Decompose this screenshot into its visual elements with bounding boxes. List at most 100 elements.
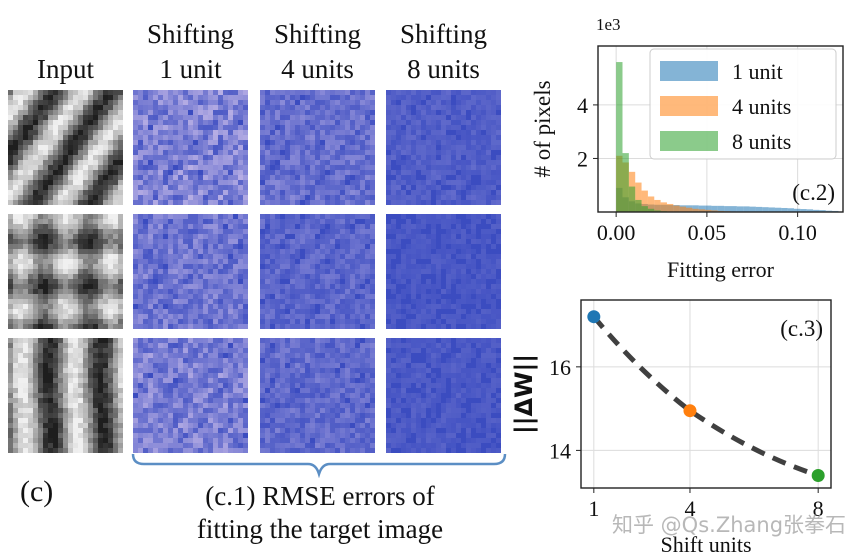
input-image-tile [8,338,123,453]
histogram-chart: 0.00 0.05 0.10 2 4 1e3 Fitting error # of pixel… [530,15,844,282]
data-point-1 [683,404,697,418]
hist-bar-0-19 [736,206,744,212]
hist-bar-0-28 [794,208,801,212]
hist-bar-1-3 [635,182,642,212]
legend-swatch-2 [660,131,718,151]
error-map-tile [386,214,501,329]
legend-label-2: 8 units [732,129,791,154]
legend-swatch-0 [660,61,718,81]
col-header-line1: Shifting [146,19,234,49]
panel-label-c3: (c.3) [780,316,823,341]
hist-bar-1-7 [660,202,667,212]
x-tick-label: 0.05 [688,220,727,245]
hist-bar-1-11 [686,207,693,212]
hist-bar-2-6 [654,210,661,212]
x-tick-label: 4 [684,496,695,521]
hist-bar-0-21 [749,206,756,212]
input-image-tile [8,214,123,329]
data-point-2 [811,468,825,482]
hist-bar-0-15 [711,205,718,212]
caption-line1: (c.1) RMSE errors of [205,481,435,511]
legend-label-1: 4 units [732,94,791,119]
hist-bar-1-13 [698,209,706,212]
col-header-input: Input [8,18,123,86]
bracket-icon [131,453,507,478]
hist-bar-0-24 [768,207,775,212]
hist-bar-0-20 [743,206,750,212]
hist-bar-1-5 [647,196,655,212]
col-header-line1: Shifting [273,19,361,49]
hist-bar-2-5 [647,208,655,212]
hist-bar-1-9 [673,205,680,212]
caption-line2: fitting the target image [196,514,444,544]
x-tick-label: 0.00 [597,220,636,245]
hist-bar-0-12 [692,205,699,212]
hist-bar-0-25 [774,207,782,212]
hist-bar-2-4 [641,206,648,212]
hist-bar-0-14 [705,205,712,212]
hist-bar-0-29 [800,209,807,212]
error-map-tile [260,338,375,453]
error-map-tile [260,214,375,329]
error-map-tile [133,338,248,453]
error-map-tile [386,90,501,205]
y-axis-label: ||ΔW|| [510,354,538,434]
x-axis-label: Fitting error [667,257,775,282]
legend-label-0: 1 unit [732,59,783,84]
caption-c1: (c.1) RMSE errors of fitting the target … [140,480,500,546]
series-line [591,315,819,478]
y-tick-label: 16 [549,355,571,380]
y-multiplier: 1e3 [596,15,621,34]
col-header-line2: 1 unit [159,54,222,84]
hist-bar-1-4 [641,190,648,212]
col-header-line2: 8 units [407,54,480,84]
hist-bar-0-16 [717,205,725,212]
x-tick-label: 0.10 [778,220,817,245]
error-map-tile [133,214,248,329]
y-tick-label: 4 [577,93,588,118]
plot-frame [597,45,844,213]
hist-bar-1-14 [705,209,712,212]
col-header-line1 [8,18,123,51]
hist-bar-2-1 [622,153,629,212]
x-tick-label: 1 [588,496,599,521]
col-header-line2: Input [37,54,94,84]
plot-frame [580,299,832,489]
error-map-tile [133,90,248,205]
hist-bar-0-26 [781,207,788,212]
y-axis-label: # of pixels [530,80,555,177]
hist-bar-0-18 [730,206,737,212]
y-tick-label: 2 [577,146,588,171]
hist-bar-1-10 [679,206,687,212]
hist-bar-1-6 [654,199,661,212]
y-tick-label: 14 [549,438,571,463]
input-image-tile [8,90,123,205]
hist-bar-0-30 [806,209,814,212]
hist-bar-0-22 [755,206,763,212]
panel-label-c: (c) [20,475,54,508]
col-header-line1: Shifting [399,19,487,49]
error-map-tile [386,338,501,453]
hist-bar-2-3 [635,199,642,212]
hist-bar-0-31 [813,209,820,212]
x-tick-label: 8 [813,496,824,521]
data-point-0 [587,310,601,324]
legend-swatch-1 [660,96,718,116]
col-header-shift-8: Shifting 8 units [381,18,506,86]
hist-bar-0-32 [819,210,826,212]
panel-label-c2: (c.2) [792,180,835,205]
col-header-shift-1: Shifting 1 unit [128,18,253,86]
error-map-tile [260,90,375,205]
hist-bar-0-27 [787,208,794,212]
watermark: 知乎 @Qs.Zhang张拳石 [612,513,847,537]
hist-bar-1-15 [711,210,718,212]
col-header-line2: 4 units [281,54,354,84]
hist-bar-0-13 [698,205,706,212]
hist-bar-2-0 [616,62,623,213]
hist-bar-0-23 [762,207,769,212]
hist-bar-1-8 [666,203,674,212]
x-axis-label: Shift units [660,532,751,557]
panel-c: Input Shifting 1 unit Shifting 4 units S… [8,18,507,546]
hist-bar-0-17 [724,206,731,212]
